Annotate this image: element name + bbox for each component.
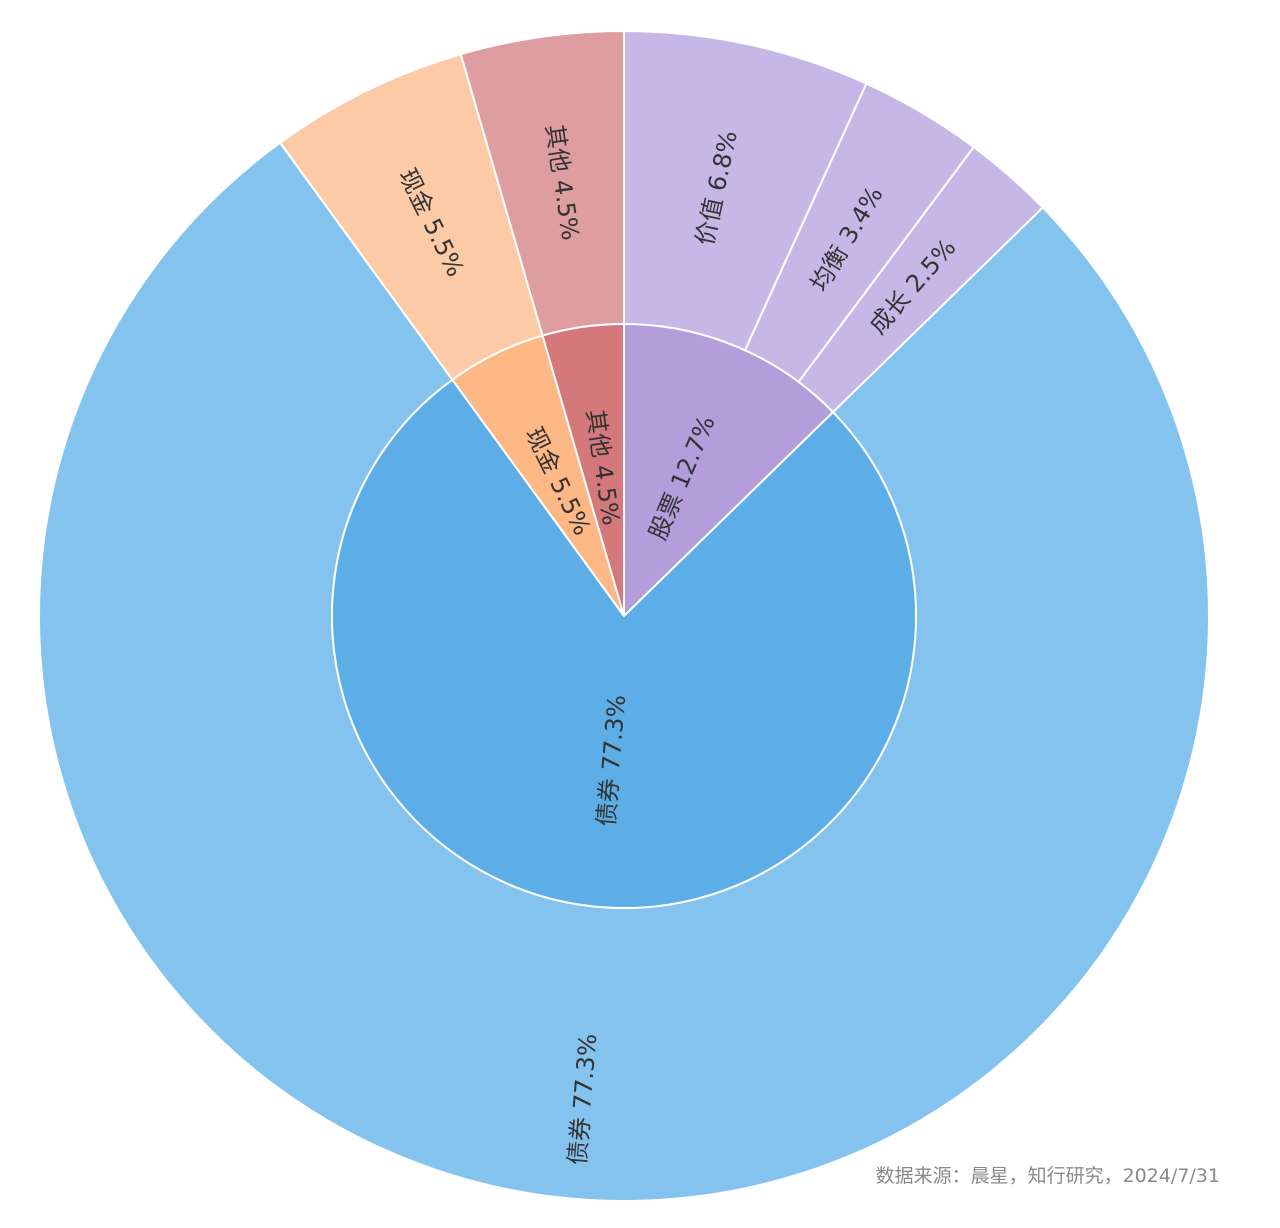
inner-ring <box>331 322 917 909</box>
source-note: 数据来源：晨星，知行研究，2024/7/31 <box>875 1165 1220 1187</box>
inner-slice-3[interactable] <box>541 322 625 617</box>
inner-slice-0[interactable] <box>623 322 835 619</box>
inner-slice-1[interactable] <box>331 378 917 909</box>
outer-ring <box>38 29 1210 1203</box>
